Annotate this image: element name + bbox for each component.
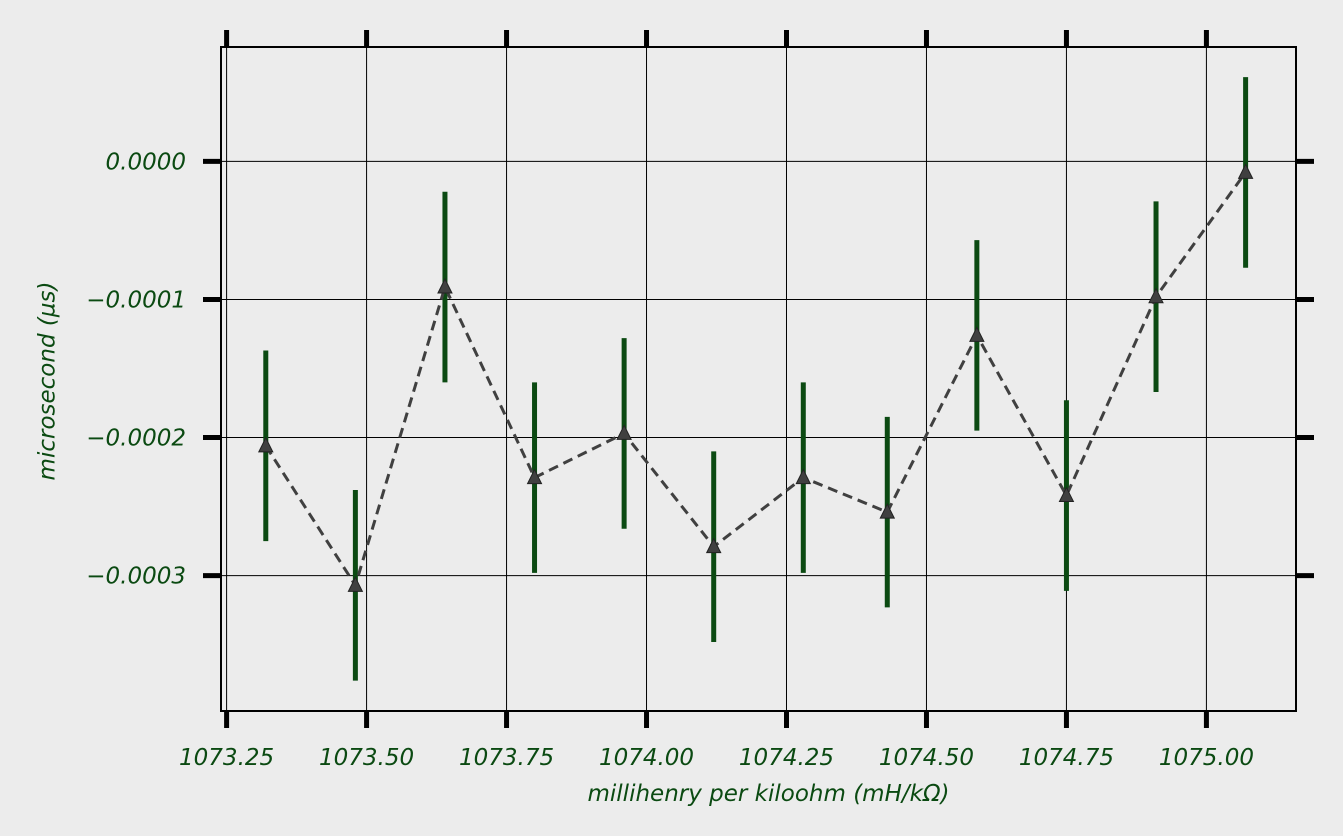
y-axis-label: microsecond (µs) [35, 282, 61, 481]
data-point-marker [347, 576, 364, 592]
x-tick-label: 1073.75 [459, 745, 554, 771]
data-point-marker [526, 468, 543, 485]
data-point-marker [257, 436, 274, 453]
x-tick-label: 1074.75 [1019, 745, 1114, 771]
x-axis-label: millihenry per kiloohm (mH/kΩ) [588, 781, 950, 807]
data-point-marker [879, 503, 896, 519]
data-point-marker [1058, 486, 1075, 503]
tick-labels: 1073.25 1073.50 1073.75 1074.00 1074.25 1074.… [86, 149, 1254, 771]
data-point-marker [1148, 287, 1164, 304]
data-point-marker [795, 468, 812, 485]
x-tick-label: 1074.00 [599, 745, 694, 771]
data-point-marker [969, 326, 985, 342]
data-point-marker [437, 277, 453, 294]
series-line [264, 171, 1247, 589]
y-tick-label: −0.0003 [86, 564, 186, 590]
y-tick-label: −0.0001 [86, 287, 186, 313]
x-tick-label: 1074.50 [879, 745, 974, 771]
plot-border [220, 46, 1297, 712]
y-tick-label: 0.0000 [106, 149, 186, 175]
data-point-marker [616, 424, 632, 440]
markers [257, 163, 1254, 592]
x-tick-label: 1073.25 [179, 745, 274, 771]
ticks [203, 30, 1314, 728]
x-tick-label: 1073.50 [319, 745, 414, 771]
x-tick-label: 1074.25 [739, 745, 834, 771]
x-tick-label: 1075.00 [1159, 745, 1254, 771]
data-point-marker [705, 537, 722, 554]
plot-area [221, 47, 1296, 711]
y-tick-label: −0.0002 [86, 426, 186, 452]
data-point-marker [1237, 163, 1254, 179]
grid [221, 47, 1296, 711]
